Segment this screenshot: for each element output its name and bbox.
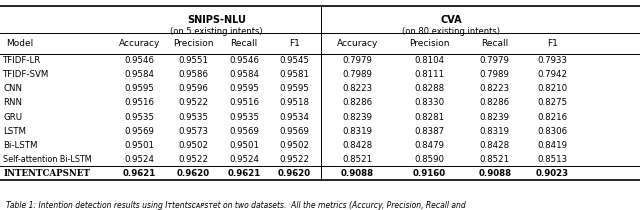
Text: 0.7979: 0.7979 [480, 56, 509, 65]
Text: 0.8239: 0.8239 [480, 113, 509, 122]
Text: Self-attention Bi-LSTM: Self-attention Bi-LSTM [3, 155, 92, 164]
Text: 0.9620: 0.9620 [278, 169, 311, 178]
Text: 0.9501: 0.9501 [229, 141, 259, 150]
Text: 0.9569: 0.9569 [124, 127, 154, 136]
Text: 0.8428: 0.8428 [342, 141, 372, 150]
Text: 0.9581: 0.9581 [280, 70, 309, 79]
Text: 0.9546: 0.9546 [229, 56, 259, 65]
Text: 0.9522: 0.9522 [280, 155, 309, 164]
Text: 0.9524: 0.9524 [229, 155, 259, 164]
Text: SNIPS-NLU: SNIPS-NLU [188, 15, 246, 25]
Text: 0.9573: 0.9573 [179, 127, 209, 136]
Text: 0.8319: 0.8319 [342, 127, 372, 136]
Text: 0.8306: 0.8306 [537, 127, 568, 136]
Text: 0.9535: 0.9535 [124, 113, 154, 122]
Text: Precision: Precision [409, 39, 450, 48]
Text: Accuracy: Accuracy [337, 39, 378, 48]
Text: 0.9596: 0.9596 [179, 84, 209, 93]
Text: 0.9584: 0.9584 [124, 70, 154, 79]
Text: 0.8419: 0.8419 [538, 141, 567, 150]
Text: CNN: CNN [3, 84, 22, 93]
Text: (on 80 existing intents): (on 80 existing intents) [402, 27, 500, 35]
Text: 0.8288: 0.8288 [414, 84, 445, 93]
Text: 0.8521: 0.8521 [479, 155, 510, 164]
Text: Recall: Recall [481, 39, 508, 48]
Text: (on 5 existing intents): (on 5 existing intents) [170, 27, 263, 35]
Text: 0.9088: 0.9088 [340, 169, 374, 178]
Text: 0.9586: 0.9586 [179, 70, 209, 79]
Text: 0.9551: 0.9551 [179, 56, 209, 65]
Text: 0.8286: 0.8286 [342, 98, 372, 108]
Text: 0.8281: 0.8281 [414, 113, 445, 122]
Text: INTENTCAPSNET: INTENTCAPSNET [3, 169, 90, 178]
Text: 0.9595: 0.9595 [124, 84, 154, 93]
Text: 0.8275: 0.8275 [537, 98, 568, 108]
Text: 0.7979: 0.7979 [342, 56, 372, 65]
Text: 0.9535: 0.9535 [229, 113, 259, 122]
Text: 0.9584: 0.9584 [229, 70, 259, 79]
Text: 0.9524: 0.9524 [124, 155, 154, 164]
Text: 0.9516: 0.9516 [229, 98, 259, 108]
Text: Precision: Precision [173, 39, 214, 48]
Text: 0.8216: 0.8216 [537, 113, 568, 122]
Text: RNN: RNN [3, 98, 22, 108]
Text: 0.8513: 0.8513 [537, 155, 568, 164]
Text: 0.9569: 0.9569 [280, 127, 309, 136]
Text: CVA: CVA [440, 15, 462, 25]
Text: 0.9501: 0.9501 [124, 141, 154, 150]
Text: 0.9595: 0.9595 [280, 84, 309, 93]
Text: 0.8428: 0.8428 [479, 141, 510, 150]
Text: 0.9534: 0.9534 [280, 113, 309, 122]
Text: TFIDF-LR: TFIDF-LR [3, 56, 42, 65]
Text: 0.9522: 0.9522 [179, 98, 209, 108]
Text: 0.9516: 0.9516 [124, 98, 154, 108]
Text: 0.9546: 0.9546 [124, 56, 154, 65]
Text: 0.9522: 0.9522 [179, 155, 209, 164]
Text: 0.7942: 0.7942 [538, 70, 567, 79]
Text: Table 1: Intention detection results using Iᴛtentsᴄᴀᴘsᴛet on two datasets.  All : Table 1: Intention detection results usi… [6, 201, 466, 210]
Text: GRU: GRU [3, 113, 22, 122]
Text: 0.7989: 0.7989 [480, 70, 509, 79]
Text: 0.9569: 0.9569 [229, 127, 259, 136]
Text: Bi-LSTM: Bi-LSTM [3, 141, 38, 150]
Text: 0.9518: 0.9518 [280, 98, 309, 108]
Text: 0.9620: 0.9620 [177, 169, 210, 178]
Text: 0.9160: 0.9160 [413, 169, 446, 178]
Text: 0.9502: 0.9502 [280, 141, 309, 150]
Text: 0.7989: 0.7989 [342, 70, 372, 79]
Text: Model: Model [6, 39, 34, 48]
Text: 0.9535: 0.9535 [179, 113, 209, 122]
Text: 0.9621: 0.9621 [123, 169, 156, 178]
Text: 0.8590: 0.8590 [415, 155, 444, 164]
Text: LSTM: LSTM [3, 127, 26, 136]
Text: 0.7933: 0.7933 [538, 56, 567, 65]
Text: 0.8104: 0.8104 [414, 56, 445, 65]
Text: 0.9545: 0.9545 [280, 56, 309, 65]
Text: 0.8223: 0.8223 [479, 84, 510, 93]
Text: 0.9023: 0.9023 [536, 169, 569, 178]
Text: 0.8239: 0.8239 [342, 113, 372, 122]
Text: 0.8479: 0.8479 [415, 141, 444, 150]
Text: 0.8319: 0.8319 [480, 127, 509, 136]
Text: 0.8330: 0.8330 [414, 98, 445, 108]
Text: 0.8387: 0.8387 [414, 127, 445, 136]
Text: 0.8223: 0.8223 [342, 84, 372, 93]
Text: Recall: Recall [230, 39, 258, 48]
Text: 0.9621: 0.9621 [228, 169, 260, 178]
Text: 0.8286: 0.8286 [479, 98, 510, 108]
Text: 0.9595: 0.9595 [229, 84, 259, 93]
Text: 0.9088: 0.9088 [478, 169, 511, 178]
Text: F1: F1 [547, 39, 557, 48]
Text: Accuracy: Accuracy [118, 39, 160, 48]
Text: TFIDF-SVM: TFIDF-SVM [3, 70, 49, 79]
Text: 0.8210: 0.8210 [537, 84, 568, 93]
Text: F1: F1 [289, 39, 300, 48]
Text: 0.9502: 0.9502 [179, 141, 209, 150]
Text: 0.8111: 0.8111 [414, 70, 445, 79]
Text: 0.8521: 0.8521 [342, 155, 372, 164]
